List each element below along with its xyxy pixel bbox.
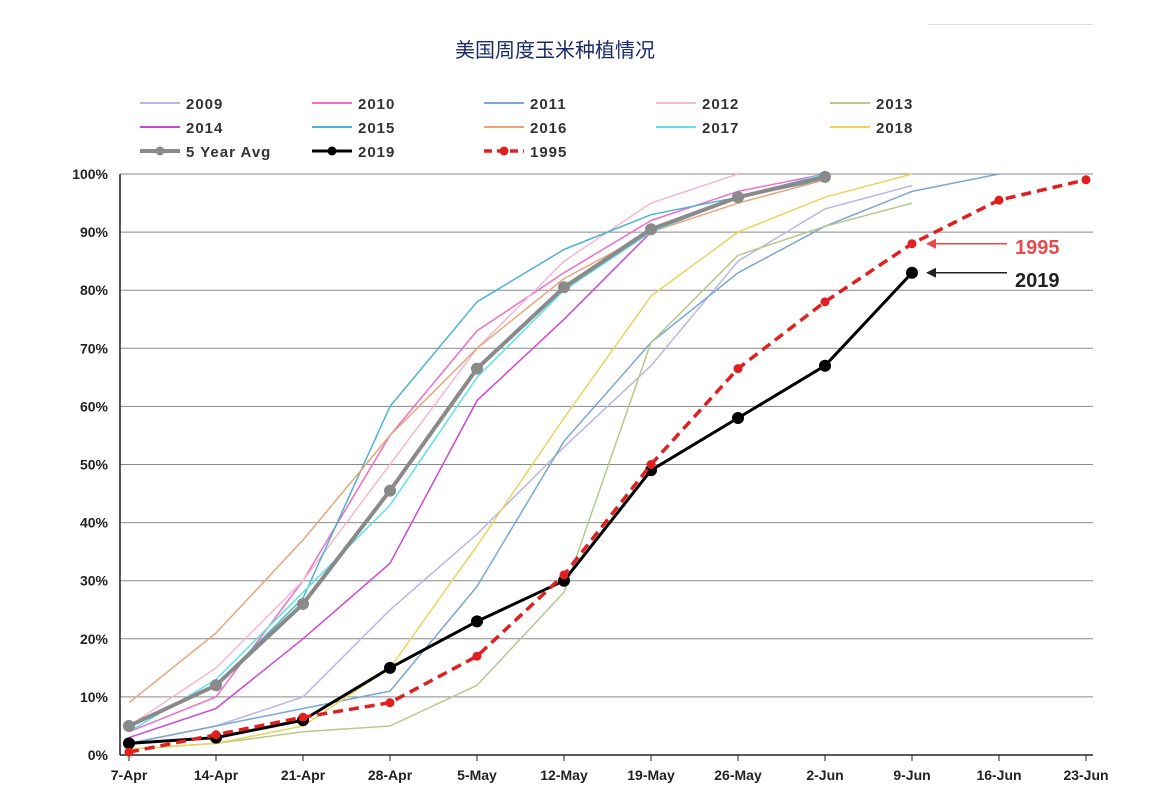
series-point-5-year-avg — [558, 281, 570, 294]
legend-marker — [327, 146, 337, 156]
chart-title: 美国周度玉米种植情况 — [455, 38, 655, 62]
series-line-1995 — [128, 178, 1087, 754]
series-point-1995 — [820, 297, 830, 307]
series-point-1995 — [733, 364, 743, 374]
legend-marker — [499, 146, 509, 156]
annotation-label-2019: 2019 — [1015, 270, 1060, 292]
series-point-1995 — [646, 460, 656, 469]
legend-label-2014: 2014 — [186, 120, 223, 137]
series-point-5-year-avg — [732, 191, 744, 204]
legend-label-2017: 2017 — [702, 120, 739, 137]
legend-label-2015: 2015 — [358, 120, 395, 137]
series-point-5-year-avg — [123, 719, 135, 732]
series-line-5-year-avg — [128, 174, 826, 728]
x-tick-label: 23-Jun — [1063, 767, 1108, 783]
legend-label-2016: 2016 — [530, 120, 567, 137]
series-point-1995 — [907, 239, 917, 249]
top-divider — [928, 24, 1093, 25]
x-tick-label: 5-May — [457, 767, 497, 783]
legend-marker — [155, 146, 165, 156]
y-tick-label: 60% — [80, 398, 109, 414]
x-tick-label: 9-Jun — [893, 767, 930, 783]
series-line-2012 — [128, 173, 739, 727]
y-tick-label: 10% — [80, 689, 109, 705]
series-line-2015 — [128, 179, 826, 727]
series-line-2016 — [128, 179, 826, 704]
y-tick-label: 90% — [80, 224, 109, 240]
x-tick-label: 16-Jun — [976, 767, 1021, 783]
series-point-2019 — [819, 359, 831, 372]
y-tick-label: 30% — [80, 573, 109, 589]
series-point-2019 — [384, 661, 396, 674]
legend-label-2012: 2012 — [702, 96, 739, 113]
legend-label-2013: 2013 — [876, 96, 913, 113]
series-point-1995 — [1081, 175, 1091, 185]
series-point-1995 — [211, 730, 221, 740]
series-line-2011 — [128, 173, 1000, 745]
series-point-2019 — [471, 615, 483, 628]
x-tick-label: 19-May — [627, 767, 675, 783]
x-tick-label: 7-Apr — [111, 767, 148, 783]
x-tick-label: 26-May — [714, 767, 762, 783]
annotation-arrow-head — [926, 267, 936, 278]
series-line-2018 — [128, 173, 913, 750]
series-point-5-year-avg — [471, 362, 483, 375]
x-tick-label: 14-Apr — [194, 767, 239, 783]
y-tick-label: 100% — [72, 166, 108, 182]
x-tick-label: 28-Apr — [368, 767, 413, 783]
series-line-2010 — [128, 173, 826, 733]
legend-label-1995: 1995 — [530, 144, 567, 161]
y-tick-label: 50% — [80, 457, 109, 473]
y-tick-label: 80% — [80, 282, 109, 298]
series-line-2017 — [128, 173, 826, 733]
series-line-2013 — [128, 202, 913, 750]
series-point-5-year-avg — [819, 170, 831, 183]
legend-label-2009: 2009 — [186, 96, 223, 113]
series-point-5-year-avg — [384, 484, 396, 497]
y-tick-label: 20% — [80, 631, 109, 647]
legend-label-2011: 2011 — [530, 96, 567, 113]
y-tick-label: 40% — [80, 515, 109, 531]
series-point-1995 — [994, 195, 1004, 205]
series-point-1995 — [385, 698, 395, 708]
legend-label-2018: 2018 — [876, 120, 913, 137]
series-point-2019 — [732, 412, 744, 425]
x-tick-label: 21-Apr — [281, 767, 326, 783]
series-point-5-year-avg — [210, 679, 222, 692]
series-point-2019 — [906, 266, 918, 279]
series-line-2009 — [128, 184, 913, 745]
x-tick-label: 12-May — [540, 767, 588, 783]
series-line-2019 — [128, 271, 914, 745]
series-point-5-year-avg — [297, 597, 309, 610]
series-point-2019 — [123, 737, 135, 750]
series-point-5-year-avg — [645, 223, 657, 236]
y-tick-label: 0% — [88, 747, 109, 763]
series-point-1995 — [124, 747, 134, 757]
annotation-arrow-head — [926, 238, 936, 249]
y-tick-label: 70% — [80, 340, 109, 356]
legend-label-5-year-avg: 5 Year Avg — [186, 144, 271, 161]
series-point-1995 — [559, 570, 569, 580]
legend-label-2010: 2010 — [358, 96, 395, 113]
series-point-1995 — [298, 712, 308, 722]
legend-label-2019: 2019 — [358, 144, 395, 161]
annotation-label-1995: 1995 — [1015, 237, 1060, 259]
x-tick-label: 2-Jun — [806, 767, 843, 783]
series-point-1995 — [472, 651, 482, 661]
